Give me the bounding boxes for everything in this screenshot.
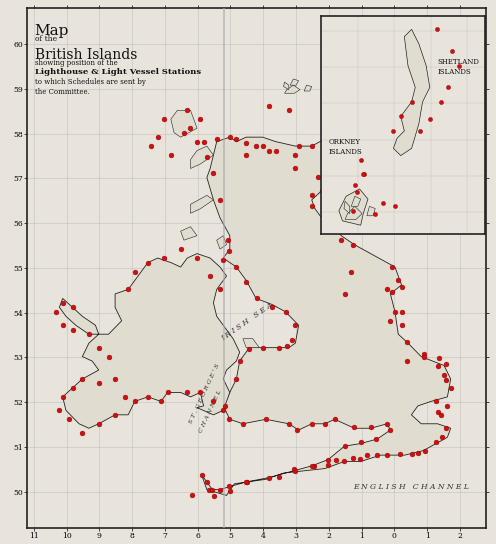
Polygon shape xyxy=(285,85,300,93)
Text: of the: of the xyxy=(35,35,57,44)
Text: the Committee.: the Committee. xyxy=(35,88,90,96)
Polygon shape xyxy=(290,79,299,85)
Text: Lighthouse & Light Vessel Stations: Lighthouse & Light Vessel Stations xyxy=(35,68,201,76)
Polygon shape xyxy=(345,206,362,219)
Text: SHETLAND
ISLANDS: SHETLAND ISLANDS xyxy=(438,58,480,76)
Text: N O R T H: N O R T H xyxy=(412,174,456,182)
Polygon shape xyxy=(304,85,312,91)
Polygon shape xyxy=(367,206,375,216)
Polygon shape xyxy=(190,195,213,213)
Text: I R I S H   S E A: I R I S H S E A xyxy=(219,301,274,343)
Text: S T . G E O R G E ' S: S T . G E O R G E ' S xyxy=(188,363,220,424)
Polygon shape xyxy=(284,82,289,90)
Polygon shape xyxy=(351,196,361,206)
Text: to which Schedules are sent by: to which Schedules are sent by xyxy=(35,78,146,86)
Polygon shape xyxy=(171,110,197,137)
Text: E N G L I S H   C H A N N E L: E N G L I S H C H A N N E L xyxy=(353,484,469,491)
Polygon shape xyxy=(190,146,213,169)
Text: C H A N N E L: C H A N N E L xyxy=(199,389,223,434)
Polygon shape xyxy=(181,227,197,240)
Text: ORKNEY
ISLANDS: ORKNEY ISLANDS xyxy=(329,138,363,156)
Text: S E A: S E A xyxy=(422,197,445,205)
Text: British Islands: British Islands xyxy=(35,48,137,62)
Polygon shape xyxy=(339,189,368,225)
Text: showing position of the: showing position of the xyxy=(35,59,118,67)
Polygon shape xyxy=(243,339,259,348)
Polygon shape xyxy=(217,236,227,249)
Polygon shape xyxy=(344,201,350,214)
Polygon shape xyxy=(60,254,240,428)
Polygon shape xyxy=(202,137,451,496)
Text: Map: Map xyxy=(35,24,69,39)
Polygon shape xyxy=(393,29,430,156)
